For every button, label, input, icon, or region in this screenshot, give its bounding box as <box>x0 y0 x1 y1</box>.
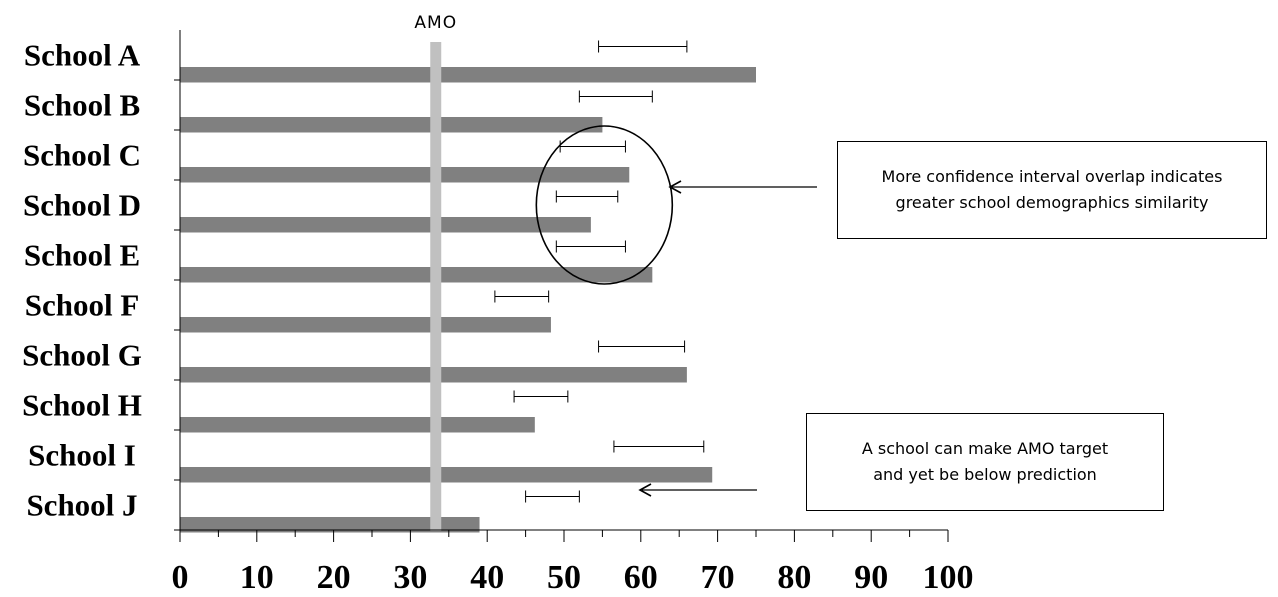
bar-school-a <box>180 67 756 83</box>
error-bar-school-a <box>598 40 688 53</box>
error-bar-school-f <box>494 290 550 303</box>
bar-school-i <box>180 467 713 483</box>
overlap-arrow-icon <box>668 180 817 194</box>
axes <box>174 30 949 542</box>
tick-labels: 0 10 20 30 40 50 60 70 80 90 100 <box>172 559 974 596</box>
x-tick-label-30: 30 <box>393 559 427 596</box>
bar-school-e <box>180 267 653 283</box>
bars <box>180 67 756 533</box>
error-bars <box>494 40 705 503</box>
amo-reference-line <box>430 42 442 531</box>
error-bar-school-c <box>559 140 626 153</box>
category-label-school-h: School H <box>22 388 142 423</box>
x-tick-label-70: 70 <box>701 559 735 596</box>
category-label-school-a: School A <box>24 38 141 73</box>
amo-annotation-box: A school can make AMO target and yet be … <box>806 413 1164 511</box>
amo-annotation-line-1: A school can make AMO target <box>861 439 1109 458</box>
x-tick-label-80: 80 <box>777 559 811 596</box>
category-label-school-j: School J <box>26 488 137 523</box>
x-tick-label-100: 100 <box>923 559 974 596</box>
overlap-annotation-line-2: greater school demographics similarity <box>895 193 1209 212</box>
error-bar-school-i <box>613 440 705 453</box>
x-tick-label-0: 0 <box>172 559 189 596</box>
amo-annotation-line-2: and yet be below prediction <box>873 465 1097 484</box>
amo-label: AMO <box>414 13 457 33</box>
x-tick-label-50: 50 <box>547 559 581 596</box>
x-tick-label-20: 20 <box>317 559 351 596</box>
error-bar-school-j <box>525 490 580 503</box>
amo-arrow-icon <box>638 483 757 497</box>
overlap-annotation-line-1: More confidence interval overlap indicat… <box>881 167 1223 186</box>
annotations <box>535 125 817 497</box>
bar-school-b <box>180 117 603 133</box>
bar-school-f <box>180 317 551 333</box>
error-bar-school-e <box>555 240 626 253</box>
bar-school-j <box>180 517 480 533</box>
error-bar-school-d <box>555 190 619 203</box>
bar-school-d <box>180 217 591 233</box>
x-tick-label-10: 10 <box>240 559 274 596</box>
error-bar-school-g <box>598 340 686 353</box>
x-tick-label-90: 90 <box>854 559 888 596</box>
x-tick-label-40: 40 <box>470 559 504 596</box>
overlap-annotation-box: More confidence interval overlap indicat… <box>837 141 1267 239</box>
category-label-school-c: School C <box>23 138 141 173</box>
error-bar-school-b <box>578 90 653 103</box>
category-label-school-i: School I <box>28 438 136 473</box>
error-bar-school-h <box>513 390 569 403</box>
x-tick-label-60: 60 <box>624 559 658 596</box>
bar-school-h <box>180 417 535 433</box>
category-labels: School A School B School C School D School E… <box>22 38 142 523</box>
category-label-school-d: School D <box>23 188 141 223</box>
category-label-school-g: School G <box>22 338 142 373</box>
bar-school-c <box>180 167 630 183</box>
category-label-school-b: School B <box>24 88 140 123</box>
overlap-ellipse <box>535 125 674 285</box>
category-label-school-e: School E <box>24 238 140 273</box>
category-label-school-f: School F <box>25 288 140 323</box>
